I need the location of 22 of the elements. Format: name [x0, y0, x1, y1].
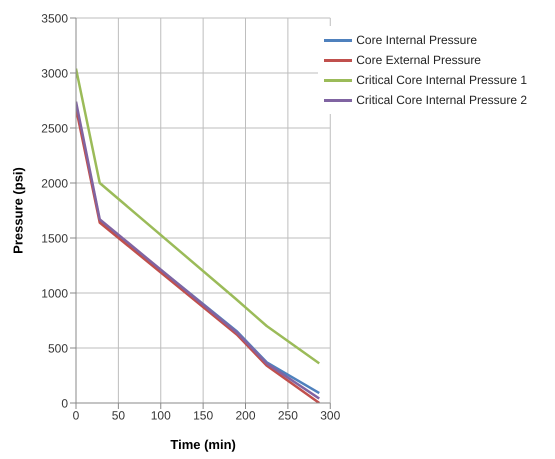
- x-tick-label: 100: [150, 408, 172, 423]
- y-tick-label: 2500: [41, 121, 68, 136]
- y-tick-label: 0: [61, 396, 68, 410]
- y-axis-title: Pressure (psi): [10, 167, 26, 254]
- x-tick-label: 200: [235, 408, 256, 423]
- legend-label: Core External Pressure: [356, 52, 481, 69]
- x-tick-label: 250: [278, 408, 298, 423]
- x-tick-label: 50: [112, 408, 126, 423]
- x-tick-label: 300: [320, 408, 341, 423]
- legend-label: Core Internal Pressure: [356, 32, 477, 49]
- y-tick-label: 1000: [41, 286, 68, 300]
- y-tick-label: 3500: [41, 11, 68, 26]
- y-tick-label: 1500: [41, 231, 68, 246]
- y-tick-label: 500: [48, 341, 68, 356]
- line-series: [76, 67, 320, 365]
- x-tick-label: 0: [72, 408, 80, 423]
- x-tick-label: 150: [193, 408, 214, 423]
- y-tick-label: 2000: [41, 176, 68, 190]
- legend-label: Critical Core Internal Pressure 1: [356, 72, 527, 89]
- x-axis-title: Time (min): [170, 437, 236, 452]
- y-tick-label: 3000: [41, 66, 68, 80]
- legend-label: Critical Core Internal Pressure 2: [356, 92, 527, 109]
